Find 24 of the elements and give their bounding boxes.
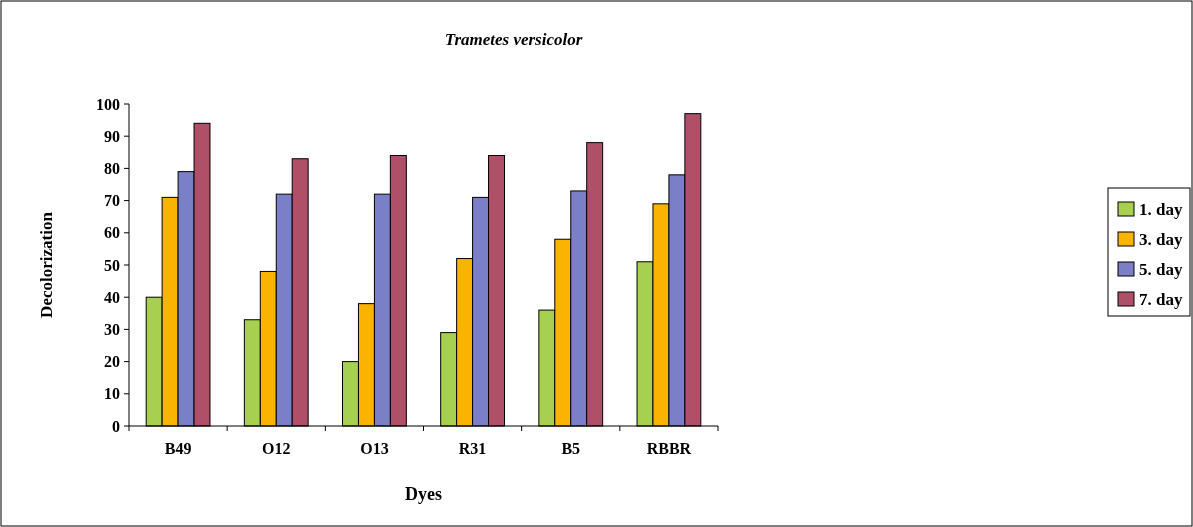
y-tick-label: 40 <box>104 288 120 306</box>
x-tick-label: O13 <box>360 440 389 457</box>
x-tick-label: B49 <box>164 440 192 457</box>
y-tick-label: 70 <box>104 192 120 210</box>
legend-label: 5. day <box>1139 259 1183 279</box>
legend-label: 7. day <box>1139 289 1183 309</box>
y-tick-label: 80 <box>104 160 120 177</box>
y-axis-title: Decolorization <box>37 211 56 318</box>
y-tick-label: 100 <box>96 95 120 113</box>
y-tick-label: 20 <box>104 353 120 371</box>
y-tick-label: 0 <box>112 417 120 435</box>
legend-label: 1. day <box>1139 199 1183 219</box>
x-tick-label: R31 <box>458 440 487 457</box>
x-tick-label: RBBR <box>646 440 692 457</box>
x-tick-label: B5 <box>561 440 581 457</box>
x-axis-title: Dyes <box>405 484 442 504</box>
y-tick-label: 90 <box>104 127 120 145</box>
legend-label: 3. day <box>1139 229 1183 249</box>
chart-title: Trametes versicolor <box>444 30 583 49</box>
y-tick-label: 10 <box>104 385 120 403</box>
y-tick-label: 30 <box>104 321 120 338</box>
y-tick-label: 60 <box>104 224 120 242</box>
y-tick-label: 50 <box>104 256 120 274</box>
x-tick-label: O12 <box>262 440 291 457</box>
